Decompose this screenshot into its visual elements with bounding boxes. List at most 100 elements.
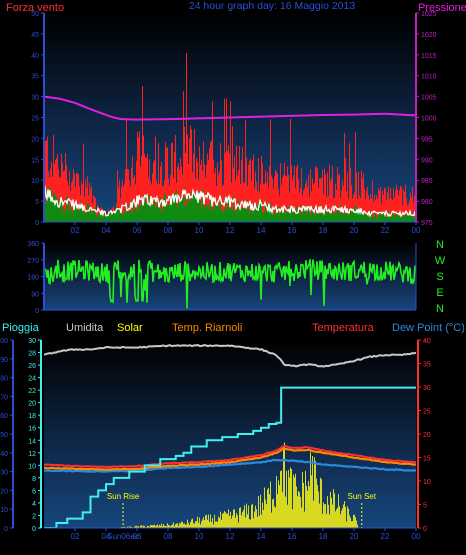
- percent-axis-tick-label: 100: [0, 338, 8, 345]
- temp-riarnoli-line: [44, 447, 416, 471]
- temp-axis-tick-label: 10: [423, 479, 431, 486]
- temp-axis-tick-label: 35: [423, 362, 431, 369]
- temp-axis-tick-label: 30: [423, 385, 431, 392]
- rain-axis-tick-label: 22: [28, 388, 36, 395]
- temp-axis-tick-label: 40: [423, 338, 431, 345]
- weather-x-tick-label: 20: [350, 532, 359, 541]
- percent-axis-tick-label: 90: [0, 357, 8, 364]
- chart-title: 24 hour graph day: 16 Maggio 2013: [189, 0, 356, 12]
- pressure-axis-tick-label: 990: [421, 157, 433, 164]
- rain-axis-tick-label: 24: [28, 376, 36, 383]
- weather-x-tick-label: 16: [288, 532, 297, 541]
- legend-pioggia: Pioggia: [2, 322, 40, 334]
- wind-axis-tick-label: 20: [31, 136, 39, 143]
- legend-solar: Solar: [117, 322, 143, 334]
- legend-temp-riarnoli: Temp. Riarnoli: [172, 322, 242, 334]
- wind-axis-tick-label: 30: [31, 95, 39, 102]
- wind-x-tick-label: 02: [71, 226, 80, 235]
- wind-x-tick-label: 06: [133, 226, 142, 235]
- wind-axis-tick-label: 40: [31, 53, 39, 60]
- rain-axis-tick-label: 30: [28, 338, 36, 345]
- weather-panel-bg: [44, 340, 416, 528]
- wind-axis-tick-label: 5: [35, 199, 39, 206]
- pressure-line: [44, 95, 416, 121]
- rain-axis-tick-label: 6: [32, 488, 36, 495]
- compass-letter: S: [436, 271, 443, 283]
- wind-axis-tick-label: 50: [31, 11, 39, 18]
- weather-x-tick-label: 08: [164, 532, 173, 541]
- direction-axis-tick-label: 90: [31, 291, 39, 298]
- pressure-axis-tick-label: 995: [421, 136, 433, 143]
- rain-axis-tick-label: 26: [28, 363, 36, 370]
- percent-axis-tick-label: 70: [0, 394, 8, 401]
- weather-x-tick-label: 18: [319, 532, 328, 541]
- weather-x-tick-label: 04: [102, 532, 111, 541]
- percent-axis-tick-label: 60: [0, 413, 8, 420]
- wind-x-tick-label: 08: [164, 226, 173, 235]
- weather-x-tick-label: 12: [226, 532, 235, 541]
- wind-speed-label: Forza vento: [6, 2, 64, 14]
- wind-x-tick-label: 12: [226, 226, 235, 235]
- compass-letter: W: [435, 255, 446, 267]
- wind-axis-tick-label: 0: [35, 220, 39, 227]
- rain-axis-tick-label: 10: [28, 463, 36, 470]
- percent-axis-tick-label: 10: [0, 507, 8, 514]
- direction-axis-tick-label: 0: [35, 308, 39, 315]
- humidity-line: [44, 344, 416, 368]
- wind-x-tick-label: 14: [257, 226, 266, 235]
- percent-axis-tick-label: 40: [0, 451, 8, 458]
- percent-axis-tick-label: 30: [0, 470, 8, 477]
- percent-axis-tick-label: 80: [0, 376, 8, 383]
- wind-x-tick-label: 22: [381, 226, 390, 235]
- pressure-axis-tick-label: 975: [421, 220, 433, 227]
- rain-axis-tick-label: 0: [32, 526, 36, 533]
- wind-axis-tick-label: 15: [31, 157, 39, 164]
- pressure-axis-tick-label: 1025: [421, 11, 437, 18]
- compass-letter: N: [436, 303, 444, 315]
- rain-axis-tick-label: 14: [28, 438, 36, 445]
- pressure-axis-tick-label: 1005: [421, 95, 437, 102]
- temp-axis-tick-label: 15: [423, 456, 431, 463]
- wind-axis-tick-label: 10: [31, 178, 39, 185]
- temperatura-line: [44, 444, 416, 469]
- sun-marker-label: Sun Rise: [107, 492, 140, 501]
- rain-axis-tick-label: 12: [28, 451, 36, 458]
- rain-axis-tick-label: 28: [28, 351, 36, 358]
- rain-axis-tick-label: 18: [28, 413, 36, 420]
- weather-x-tick-label: 06: [133, 532, 142, 541]
- wind-average-line: [44, 183, 416, 218]
- compass-letter: E: [436, 287, 443, 299]
- wind-x-tick-label: 10: [195, 226, 204, 235]
- rain-axis-tick-label: 16: [28, 426, 36, 433]
- legend-dewpoint: Dew Point (°C): [392, 322, 465, 334]
- temp-axis-tick-label: 20: [423, 432, 431, 439]
- rain-axis-tick-label: 2: [32, 513, 36, 520]
- weather-x-tick-label: 02: [71, 532, 80, 541]
- weather-x-tick-label: 00: [412, 532, 421, 541]
- rain-line: [44, 386, 416, 528]
- pressure-axis-tick-label: 1010: [421, 74, 437, 81]
- percent-axis-tick-label: 20: [0, 488, 8, 495]
- weather-x-tick-label: 10: [195, 532, 204, 541]
- wind-x-tick-label: 00: [412, 226, 421, 235]
- sun-marker-label: Sun Set: [348, 492, 377, 501]
- legend-umidita: Umidita: [66, 322, 104, 334]
- wind-x-tick-label: 04: [102, 226, 111, 235]
- pressure-axis-tick-label: 985: [421, 178, 433, 185]
- rain-axis-tick-label: 20: [28, 401, 36, 408]
- wind-x-tick-label: 18: [319, 226, 328, 235]
- percent-axis-tick-label: 50: [0, 432, 8, 439]
- wind-axis-tick-label: 45: [31, 32, 39, 39]
- wind-x-tick-label: 20: [350, 226, 359, 235]
- direction-axis-tick-label: 180: [27, 275, 39, 282]
- compass-letter: N: [436, 239, 444, 251]
- rain-axis-tick-label: 4: [32, 501, 36, 508]
- wind-direction-line: [44, 259, 416, 309]
- temp-axis-tick-label: 5: [423, 503, 427, 510]
- temp-axis-tick-label: 0: [423, 526, 427, 533]
- dewpoint-line: [44, 458, 416, 473]
- rain-axis-tick-label: 8: [32, 476, 36, 483]
- percent-axis-tick-label: 0: [4, 526, 8, 533]
- wind-x-tick-label: 16: [288, 226, 297, 235]
